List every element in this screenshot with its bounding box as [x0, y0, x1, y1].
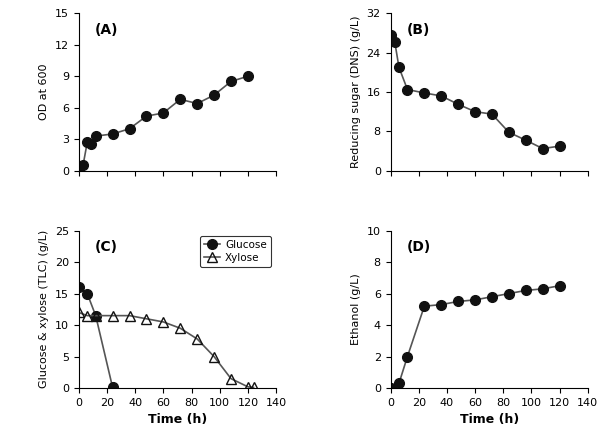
- Xylose: [250, 385, 257, 390]
- Xylose: [84, 313, 91, 318]
- Glucose: [92, 313, 99, 318]
- Xylose: [210, 354, 218, 359]
- Xylose: [160, 319, 167, 325]
- X-axis label: Time (h): Time (h): [459, 413, 519, 426]
- Text: (A): (A): [95, 22, 118, 37]
- Glucose: [109, 385, 116, 390]
- Xylose: [92, 313, 99, 318]
- Xylose: [176, 325, 184, 331]
- Line: Xylose: Xylose: [74, 308, 258, 392]
- Xylose: [227, 376, 235, 381]
- Y-axis label: Glucose & xylose (TLC) (g/L): Glucose & xylose (TLC) (g/L): [39, 230, 49, 389]
- Glucose: [75, 284, 82, 290]
- Text: (C): (C): [95, 240, 118, 254]
- Xylose: [193, 336, 201, 342]
- Y-axis label: OD at 600: OD at 600: [39, 64, 49, 120]
- Legend: Glucose, Xylose: Glucose, Xylose: [200, 236, 271, 267]
- Y-axis label: Ethanol (g/L): Ethanol (g/L): [351, 273, 361, 345]
- Line: Glucose: Glucose: [74, 282, 118, 392]
- Xylose: [109, 313, 116, 318]
- Y-axis label: Reducing sugar (DNS) (g/L): Reducing sugar (DNS) (g/L): [351, 16, 361, 168]
- Text: (B): (B): [406, 22, 430, 37]
- Xylose: [75, 310, 82, 315]
- Text: (D): (D): [406, 240, 430, 254]
- Glucose: [84, 291, 91, 296]
- Xylose: [126, 313, 133, 318]
- Xylose: [143, 316, 150, 321]
- Xylose: [244, 384, 251, 389]
- X-axis label: Time (h): Time (h): [148, 413, 207, 426]
